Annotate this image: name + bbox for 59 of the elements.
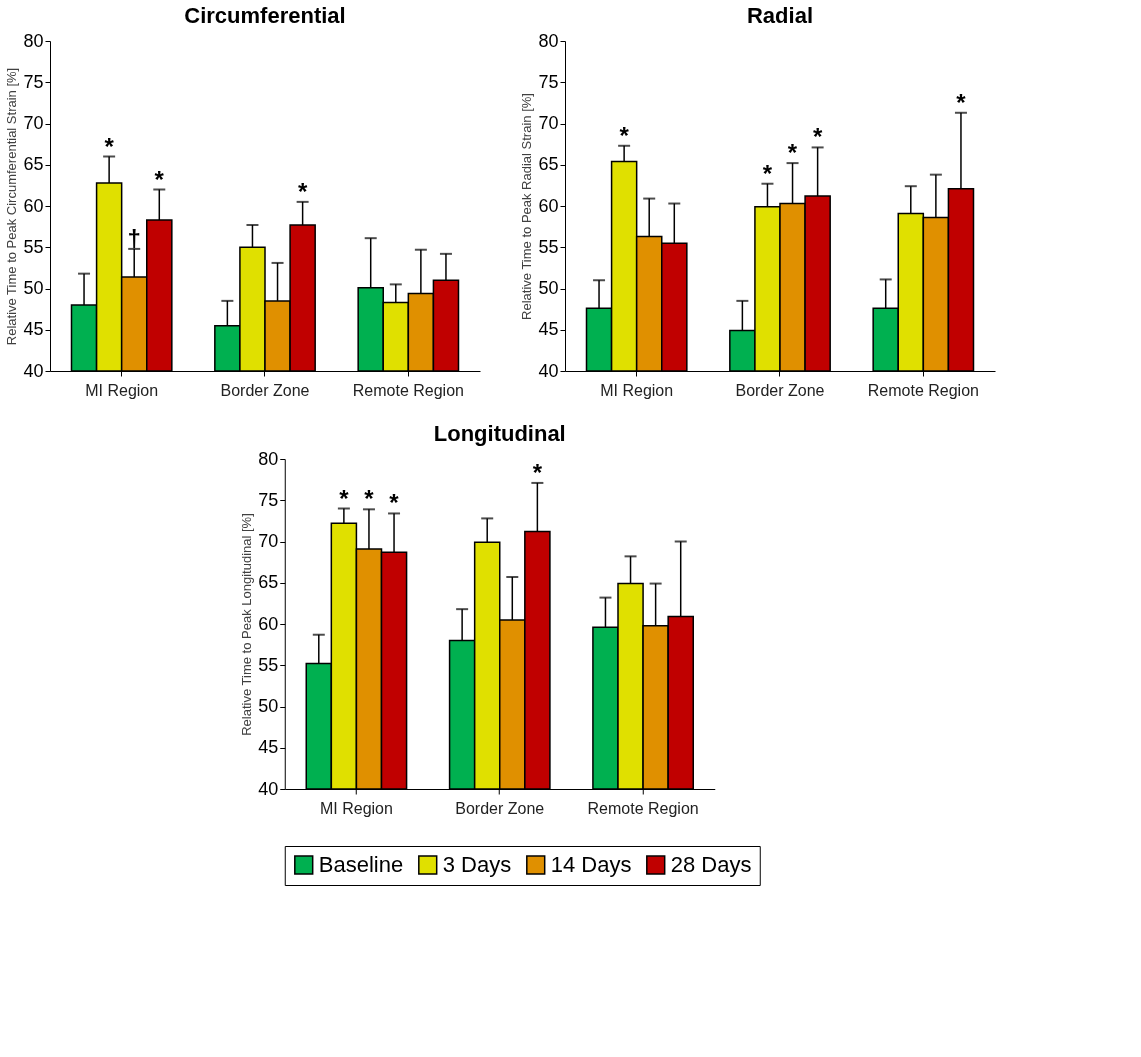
y-axis-title: Relative Time to Peak Longitudinal [%] — [239, 513, 255, 736]
legend-label: 14 Days — [550, 852, 632, 878]
data-label: * — [762, 159, 773, 187]
x-tick-label: MI Region — [319, 799, 393, 817]
x-tick-label: Border Zone — [220, 381, 310, 399]
y-axis-title: Relative Time to Peak Circumferential Strain [%] — [4, 67, 20, 346]
y-tick-label: 45 — [258, 737, 279, 758]
x-tick-label: Remote Region — [867, 381, 979, 399]
legend-label: Baseline — [318, 852, 404, 878]
y-tick-label: 65 — [23, 154, 44, 175]
y-tick-label: 70 — [23, 113, 44, 133]
y-tick-label: 45 — [538, 319, 559, 340]
chart-title: Radial — [746, 3, 814, 28]
y-tick-label: 45 — [23, 319, 44, 340]
legend-label: 28 Days — [670, 852, 752, 878]
y-tick-label: 65 — [538, 154, 559, 175]
data-label: * — [956, 88, 967, 116]
x-tick-label: MI Region — [85, 381, 159, 399]
y-tick-label: 75 — [23, 71, 44, 92]
y-tick-label: 40 — [258, 778, 279, 799]
data-label: * — [104, 132, 115, 160]
y-tick-label: 75 — [258, 489, 279, 510]
data-label: * — [787, 139, 798, 167]
y-tick-label: 75 — [538, 71, 559, 92]
y-tick-label: 80 — [23, 30, 44, 51]
y-tick-label: 60 — [23, 195, 44, 216]
x-tick-label: Remote Region — [352, 381, 464, 399]
y-tick-label: 40 — [23, 360, 44, 381]
y-axis-title: Relative Time to Peak Radial Strain [%] — [519, 93, 535, 320]
y-tick-label: 50 — [23, 278, 44, 298]
data-label: * — [364, 485, 375, 513]
data-label: * — [154, 165, 165, 193]
data-label: * — [297, 177, 308, 205]
y-tick-label: 65 — [258, 572, 279, 593]
x-tick-label: Border Zone — [455, 799, 545, 817]
y-tick-label: 55 — [23, 236, 44, 257]
data-label: * — [339, 484, 350, 512]
x-tick-label: MI Region — [600, 381, 674, 399]
data-label: † — [127, 224, 141, 252]
y-tick-label: 80 — [538, 30, 559, 51]
y-tick-label: 40 — [538, 360, 559, 381]
y-tick-label: 70 — [538, 113, 559, 133]
chart-title: Circumferential — [184, 3, 346, 28]
data-label: * — [532, 458, 543, 486]
x-tick-label: Remote Region — [587, 799, 699, 817]
y-tick-label: 70 — [258, 531, 279, 551]
y-tick-label: 80 — [258, 448, 279, 469]
y-tick-label: 55 — [258, 654, 279, 675]
y-tick-label: 50 — [538, 278, 559, 298]
y-tick-label: 55 — [538, 236, 559, 257]
y-tick-label: 50 — [258, 696, 279, 716]
x-tick-label: Border Zone — [735, 381, 825, 399]
legend-label: 3 Days — [442, 852, 512, 878]
chart-title: Longitudinal — [433, 421, 566, 446]
data-label: * — [812, 123, 823, 151]
y-tick-label: 60 — [258, 613, 279, 634]
y-tick-label: 60 — [538, 195, 559, 216]
data-label: * — [389, 489, 400, 517]
data-label: * — [619, 121, 630, 149]
